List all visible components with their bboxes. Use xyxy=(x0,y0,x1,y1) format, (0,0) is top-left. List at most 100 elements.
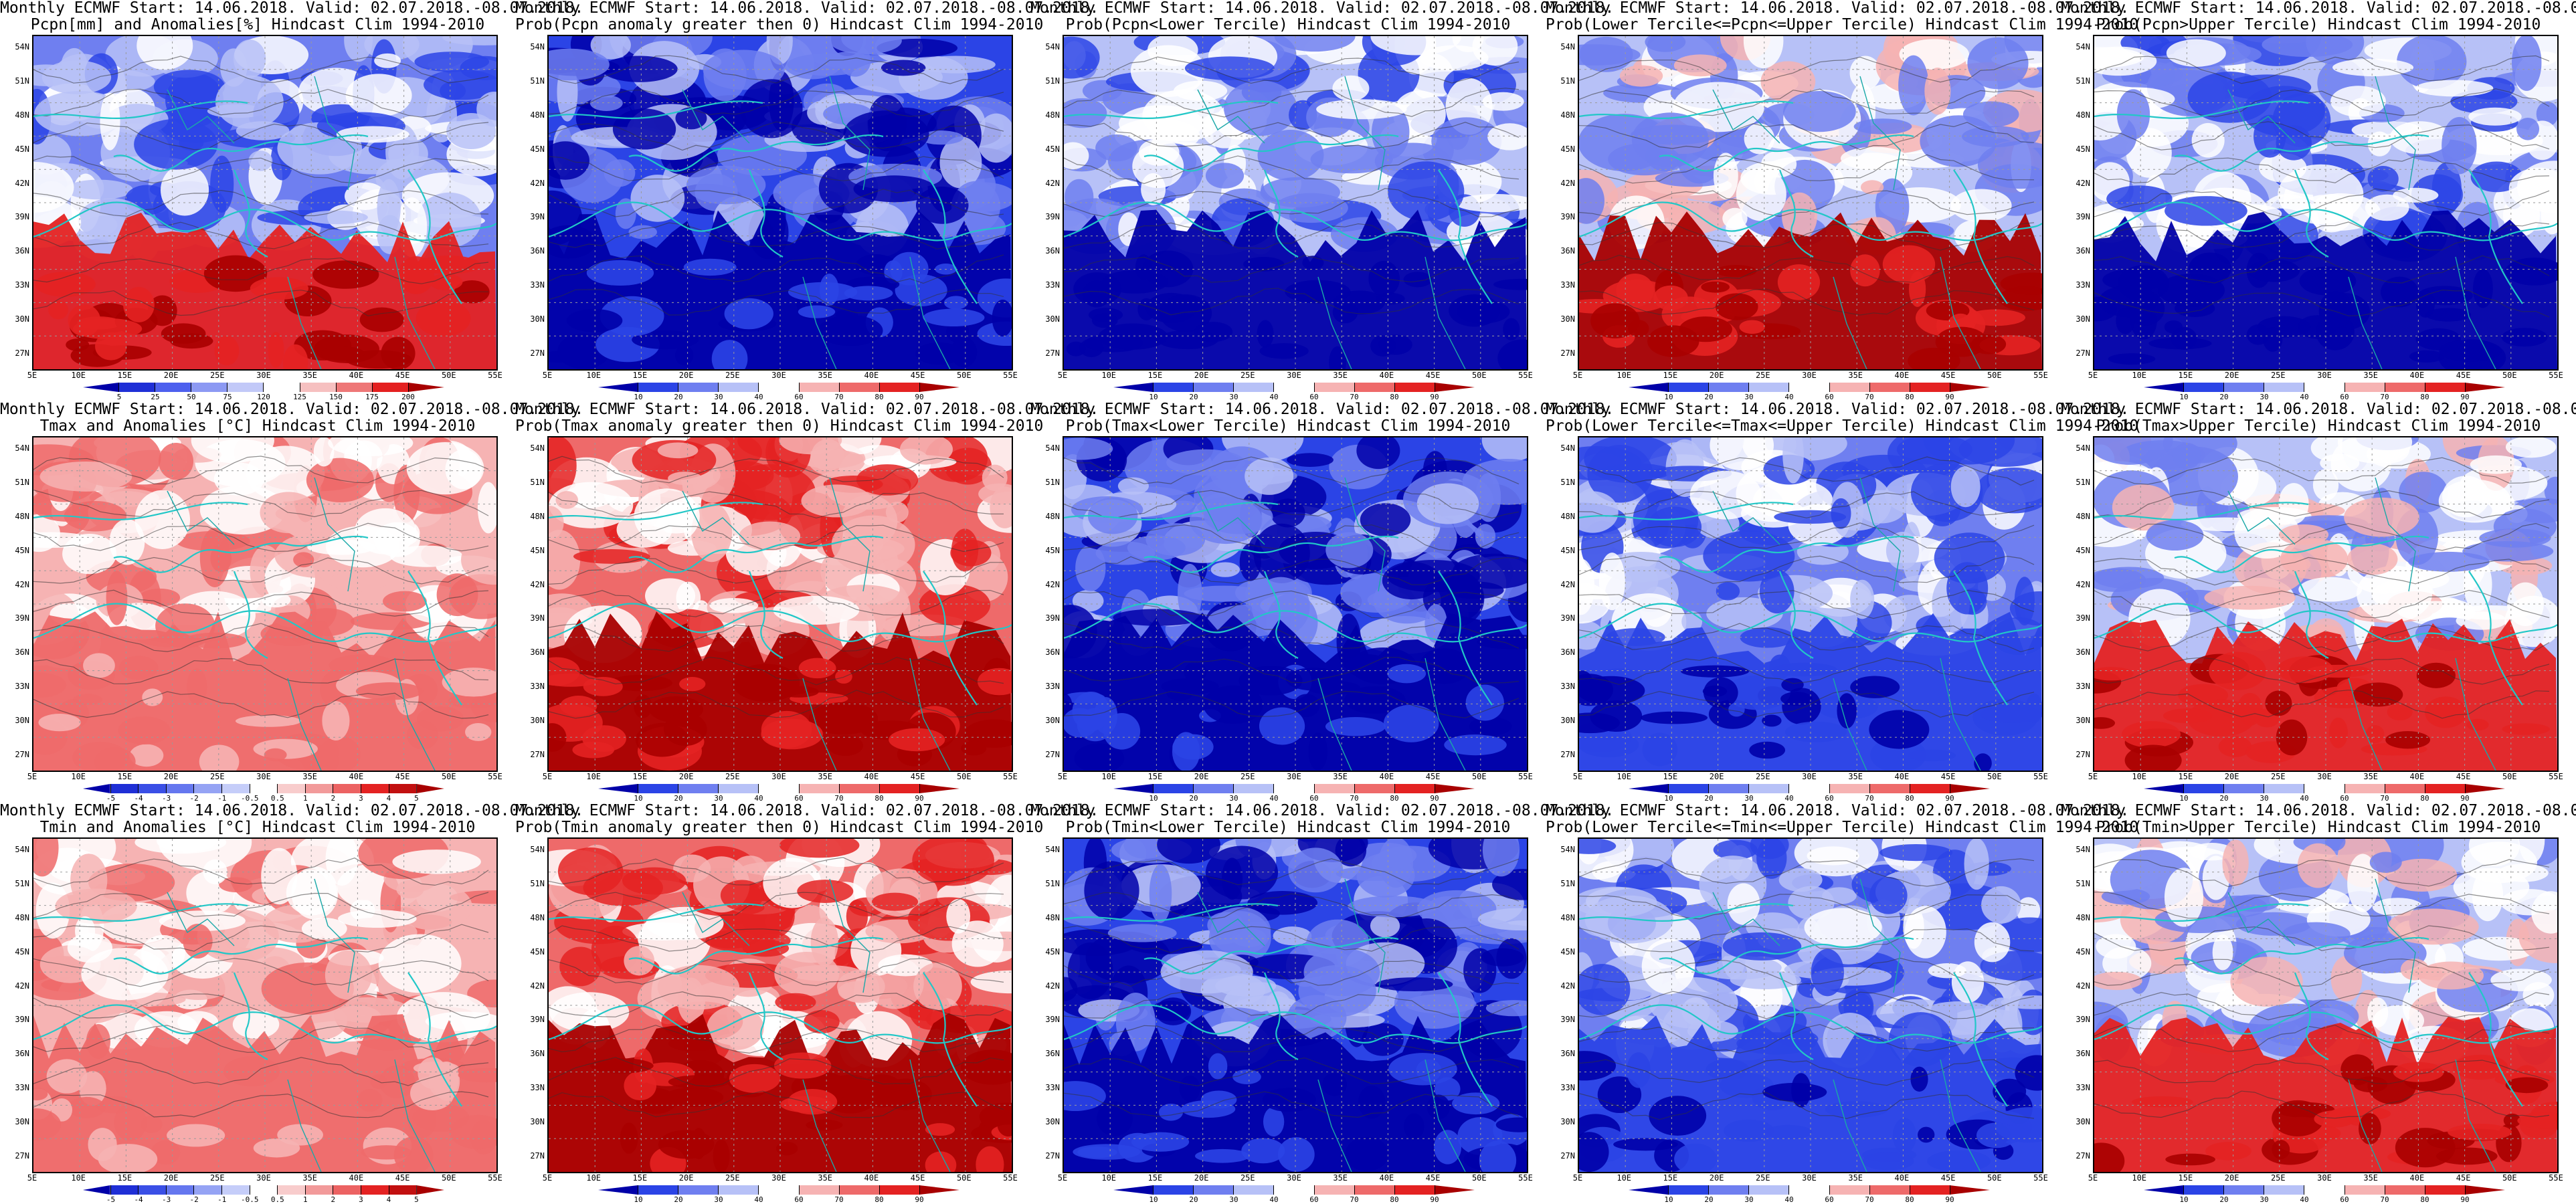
latitude-label: 39N xyxy=(530,613,545,623)
colorbar-swatch xyxy=(1233,784,1274,793)
longitude-label: 45E xyxy=(1940,1173,1956,1183)
field-blob xyxy=(1777,264,1821,300)
map-panel: Monthly ECMWF Start: 14.06.2018. Valid: … xyxy=(1546,401,2138,803)
colorbar-swatch xyxy=(2464,383,2505,392)
longitude-label: 45E xyxy=(1425,371,1441,380)
colorbar-swatch xyxy=(1313,1185,1354,1195)
contour-line xyxy=(1064,991,1520,1019)
map-field xyxy=(2094,839,2557,1172)
coastline xyxy=(549,201,1012,241)
colorbar-swatch xyxy=(1113,784,1154,793)
longitude-label: 30E xyxy=(1802,772,1817,781)
panel-title-line1: Monthly ECMWF Start: 14.06.2018. Valid: … xyxy=(0,401,584,418)
colorbar-tick-label: -3 xyxy=(161,794,171,803)
field-blob xyxy=(2381,276,2419,308)
field-blob xyxy=(634,694,652,718)
field-blob xyxy=(156,839,217,852)
field-blob xyxy=(1270,498,1305,528)
field-blob xyxy=(1131,1132,1190,1152)
latitude-label: 27N xyxy=(1045,750,1060,759)
field-blob xyxy=(307,539,376,555)
field-blob xyxy=(549,48,610,81)
colorbar-tick-label: 30 xyxy=(2260,1195,2269,1204)
map-frame xyxy=(2093,837,2559,1173)
coastline xyxy=(233,169,268,258)
field-blob xyxy=(1287,453,1333,467)
field-blob xyxy=(2502,723,2550,735)
country-border xyxy=(2227,892,2296,946)
contour-line xyxy=(33,122,489,150)
colorbar-swatch xyxy=(193,1185,222,1195)
longitude-label: 10E xyxy=(2132,371,2147,380)
field-blob xyxy=(1713,153,1738,200)
contour-line xyxy=(2094,622,2550,652)
colorbar-tick-label: 60 xyxy=(1825,794,1834,803)
coastline xyxy=(1953,972,2008,1107)
field-blob xyxy=(818,315,883,346)
contour-line xyxy=(33,958,489,987)
field-blob xyxy=(123,286,155,322)
contour-line xyxy=(1579,957,2035,986)
longitude-label: 35E xyxy=(818,371,833,380)
field-blob xyxy=(919,130,963,145)
field-blob xyxy=(1492,869,1527,900)
field-blob xyxy=(2497,864,2549,882)
field-blob xyxy=(215,75,284,129)
latitude-label: 30N xyxy=(1560,314,1575,324)
latitude-label: 36N xyxy=(1560,246,1575,256)
field-blob xyxy=(2189,843,2234,861)
colorbar-tick-label: 150 xyxy=(329,393,343,401)
country-border xyxy=(829,477,870,592)
field-blob xyxy=(1123,839,1168,859)
colorbar-swatch xyxy=(416,1185,444,1195)
field-blob xyxy=(1383,704,1439,742)
field-blob xyxy=(589,1058,654,1074)
contour-line xyxy=(549,857,1004,886)
colorbar-swatch xyxy=(83,383,119,392)
latitude-label: 27N xyxy=(530,1151,545,1161)
field-blob xyxy=(709,598,759,613)
latitude-label: 30N xyxy=(2076,716,2090,726)
contour-line xyxy=(1064,456,1520,485)
country-border xyxy=(1833,1079,1867,1172)
colorbar xyxy=(598,383,959,392)
longitude-label: 35E xyxy=(818,1173,833,1183)
field-blob xyxy=(2367,166,2399,192)
field-blob xyxy=(161,323,206,344)
latitude-label: 42N xyxy=(2076,178,2090,188)
latitude-label: 39N xyxy=(2076,1015,2090,1025)
country-border xyxy=(1712,892,1780,946)
contour-line xyxy=(1064,489,1520,519)
contour-line xyxy=(549,557,1004,585)
field-blob xyxy=(436,573,478,617)
field-blob xyxy=(2462,936,2537,961)
contour-line xyxy=(2094,959,2550,987)
longitude-label: 10E xyxy=(71,371,86,380)
contour-line xyxy=(1064,254,1520,283)
latitude-label: 42N xyxy=(1045,579,1060,589)
field-blob xyxy=(1149,864,1172,923)
colorbar-tick-label: 90 xyxy=(915,794,924,803)
field-blob xyxy=(1358,1086,1386,1119)
colorbar-swatch xyxy=(1394,784,1435,793)
field-blob xyxy=(602,56,678,82)
field-blob xyxy=(779,839,860,858)
field-blob xyxy=(393,1136,434,1172)
contour-line xyxy=(1579,926,2035,952)
latitude-label: 39N xyxy=(15,212,29,222)
field-blob xyxy=(1166,449,1245,476)
contour-line xyxy=(1579,623,2035,653)
longitude-label: 30E xyxy=(771,772,786,781)
colorbar xyxy=(598,784,959,793)
panel-title: Monthly ECMWF Start: 14.06.2018. Valid: … xyxy=(1030,0,1614,33)
colorbar-swatch xyxy=(83,784,110,793)
latitude-label: 45N xyxy=(15,946,29,957)
field-blob xyxy=(2276,719,2308,756)
field-blob xyxy=(129,744,164,767)
field-blob xyxy=(33,1108,62,1141)
field-blob xyxy=(675,345,694,366)
field-blob xyxy=(1723,1119,1774,1142)
field-blob xyxy=(1756,839,1787,879)
longitude-label: 5E xyxy=(2088,772,2098,781)
colorbar xyxy=(1113,1185,1475,1195)
